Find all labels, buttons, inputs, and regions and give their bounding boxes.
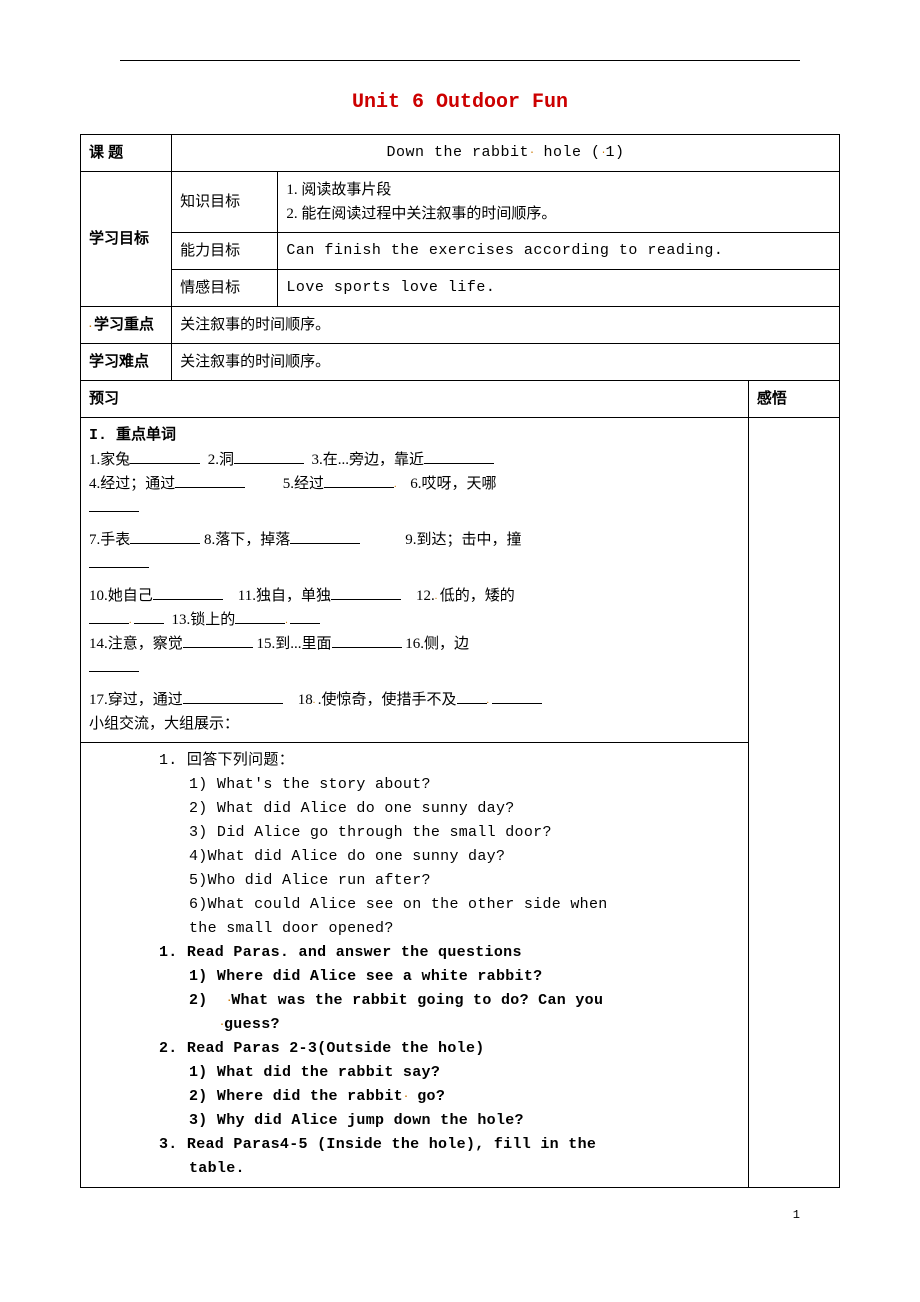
q1-1: 1) What's the story about? xyxy=(89,773,740,797)
vocab-i3: 3.在...旁边，靠近 xyxy=(312,452,425,468)
vocab-i1: 1.家兔 xyxy=(89,452,130,468)
nandian-value: 关注叙事的时间顺序。 xyxy=(172,344,840,381)
q1-2: 2) What did Alice do one sunny day? xyxy=(89,797,740,821)
vocab-i16: 16.侧，边 xyxy=(405,636,469,652)
p2-2: 2) Where did the rabbit. go? xyxy=(89,1085,740,1109)
nengli-value: Can finish the exercises according to re… xyxy=(278,233,840,270)
vocab-i9: 9.到达；击中，撞 xyxy=(405,532,521,548)
p3-head-b: table. xyxy=(89,1157,740,1181)
yuxi-label: 预习 xyxy=(81,381,749,418)
p3-head-a: 3. Read Paras4-5 (Inside the hole), fill… xyxy=(89,1133,740,1157)
zhongdian-text: 学习重点 xyxy=(94,316,154,333)
q1-head: 1. 回答下列问题： xyxy=(89,749,740,773)
zhishi-value: 1. 阅读故事片段 2. 能在阅读过程中关注叙事的时间顺序。 xyxy=(278,172,840,233)
p2-3: 3) Why did Alice jump down the hole? xyxy=(89,1109,740,1133)
zhishi-label: 知识目标 xyxy=(172,172,278,233)
vocab-i14: 14.注意，察觉 xyxy=(89,636,183,652)
vocab-i2: 2.洞 xyxy=(208,452,234,468)
vocab-row-4: 10.她自己 11.独自，单独 12..低的，矮的 xyxy=(89,584,740,608)
vocab-cell: I. 重点单词 1.家兔 2.洞 3.在...旁边，靠近 4.经过；通过 5.经… xyxy=(81,418,749,743)
ganwu-column xyxy=(748,418,839,1188)
zhongdian-label: .学习重点 xyxy=(81,307,172,344)
p2-head: 2. Read Paras 2-3(Outside the hole) xyxy=(89,1037,740,1061)
vocab-i11: 11.独自，单独 xyxy=(238,588,331,604)
vocab-i15: 15.到...里面 xyxy=(257,636,332,652)
vocab-row-2: 4.经过；通过 5.经过. 6.哎呀，天哪 xyxy=(89,472,740,496)
vocab-row-5: . 13.锁上的. xyxy=(89,608,740,632)
p2-1: 1) What did the rabbit say? xyxy=(89,1061,740,1085)
vocab-i6: 6.哎呀，天哪 xyxy=(410,476,496,492)
vocab-i13: 13.锁上的 xyxy=(172,612,236,628)
q1-6b: the small door opened? xyxy=(89,917,740,941)
vocab-heading: I. 重点单词 xyxy=(89,424,740,448)
vocab-i8: 8.落下，掉落 xyxy=(204,532,290,548)
vocab-i7: 7.手表 xyxy=(89,532,130,548)
qinggan-label: 情感目标 xyxy=(172,270,278,307)
nandian-label: 学习难点 xyxy=(81,344,172,381)
vocab-row-1: 1.家兔 2.洞 3.在...旁边，靠近 xyxy=(89,448,740,472)
vocab-i17: 17.穿过，通过 xyxy=(89,692,183,708)
lesson-table: 课 题 Down the rabbit. hole (.1) 学习目标 知识目标… xyxy=(80,134,840,1188)
q1-4: 4)What did Alice do one sunny day? xyxy=(89,845,740,869)
q1-5: 5)Who did Alice run after? xyxy=(89,869,740,893)
nengli-label: 能力目标 xyxy=(172,233,278,270)
keti-label: 课 题 xyxy=(81,135,172,172)
mubiao-label: 学习目标 xyxy=(81,172,172,307)
zhishi-item1: 1. 阅读故事片段 xyxy=(286,178,831,202)
p1-2b: .guess? xyxy=(89,1013,740,1037)
vocab-row-3: 7.手表 8.落下，掉落 9.到达；击中，撞 xyxy=(89,528,740,552)
p1-1: 1) Where did Alice see a white rabbit? xyxy=(89,965,740,989)
exchange-heading: 小组交流，大组展示： xyxy=(89,712,740,736)
header-rule xyxy=(120,60,800,61)
questions-cell: 1. 回答下列问题： 1) What's the story about? 2)… xyxy=(81,743,749,1188)
zhishi-item2: 2. 能在阅读过程中关注叙事的时间顺序。 xyxy=(286,202,831,226)
unit-title: Unit 6 Outdoor Fun xyxy=(80,91,840,114)
p1-2a: 2) .What was the rabbit going to do? Can… xyxy=(89,989,740,1013)
vocab-i10: 10.她自己 xyxy=(89,588,153,604)
keti-text: Down the rabbit. hole (.1) xyxy=(387,144,625,161)
qinggan-value: Love sports love life. xyxy=(278,270,840,307)
vocab-i5: 5.经过 xyxy=(283,476,324,492)
p1-head: 1. Read Paras. and answer the questions xyxy=(89,941,740,965)
vocab-row-6: 14.注意，察觉 15.到...里面 16.侧，边 xyxy=(89,632,740,656)
vocab-row-7: 17.穿过，通过 18..使惊奇，使措手不及. xyxy=(89,688,740,712)
q1-3: 3) Did Alice go through the small door? xyxy=(89,821,740,845)
page-number: 1 xyxy=(80,1188,840,1222)
q1-6a: 6)What could Alice see on the other side… xyxy=(89,893,740,917)
vocab-i4: 4.经过；通过 xyxy=(89,476,175,492)
zhongdian-value: 关注叙事的时间顺序。 xyxy=(172,307,840,344)
ganwu-label: 感悟 xyxy=(748,381,839,418)
keti-value: Down the rabbit. hole (.1) xyxy=(172,135,840,172)
